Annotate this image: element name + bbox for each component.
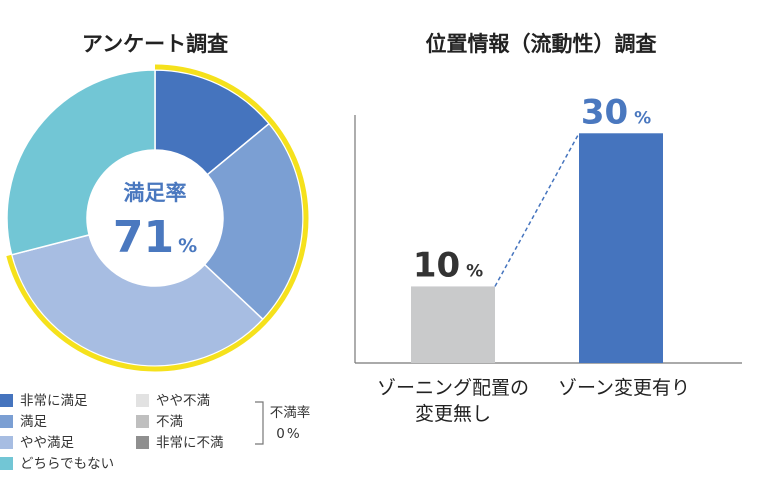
legend-left-swatch-0 — [0, 394, 13, 407]
legend-left-swatch-2 — [0, 436, 13, 449]
legend-left-label-3: どちらでもない — [20, 456, 114, 472]
center-value-text: 71% — [113, 212, 197, 263]
bar-value-1: 30 — [581, 92, 628, 132]
donut-chart — [6, 64, 309, 372]
legend-left-swatch-3 — [0, 457, 13, 470]
center-value: 71 — [113, 212, 174, 263]
center-label: 満足率 — [124, 181, 187, 205]
legend-right-swatch-1 — [136, 415, 149, 428]
pie-title: アンケート調査 — [82, 32, 228, 56]
dissatisfaction-unit: % — [287, 426, 300, 442]
donut-hole — [87, 150, 223, 286]
bar-unit-1: % — [634, 108, 651, 128]
bar-1 — [579, 133, 663, 363]
legend-right-label-0: やや不満 — [156, 393, 210, 409]
legend-bracket — [255, 401, 264, 445]
bar-value-0: 10 — [413, 245, 460, 285]
legend-left-swatch-1 — [0, 415, 13, 428]
bar-chart-marks: 10 %30% — [411, 92, 663, 363]
bar-connector — [494, 132, 580, 287]
category-label-1: ゾーン変更有り — [558, 377, 690, 399]
satisfaction-highlight-ring — [6, 64, 309, 372]
bar-title: 位置情報（流動性）調査 — [426, 32, 657, 56]
bar-0 — [411, 286, 495, 363]
pie-slice-2 — [10, 233, 264, 367]
bar-value-label-0: 10% — [413, 245, 483, 285]
legend-left-label-2: やや満足 — [20, 435, 74, 451]
bar-unit-0: % — [466, 261, 483, 281]
legend-left-label-0: 非常に満足 — [20, 393, 88, 409]
category-label-0-line2: 変更無し — [415, 403, 491, 425]
legend-right-label-2: 非常に不満 — [156, 435, 224, 451]
legend-left-label-1: 満足 — [20, 414, 47, 430]
category-label-0-line1: ゾーニング配置の — [377, 377, 529, 399]
legend-right-label-1: 不満 — [156, 414, 183, 430]
dissatisfaction-value-text: 0% — [276, 426, 300, 442]
dissatisfaction-value: 0 — [276, 426, 285, 442]
legend-right-swatch-2 — [136, 436, 149, 449]
bar-value-label-1: 30% — [581, 92, 651, 132]
center-unit: % — [178, 235, 197, 257]
dissatisfaction-label: 不満率 — [270, 404, 311, 421]
legend-right-swatch-0 — [136, 394, 149, 407]
